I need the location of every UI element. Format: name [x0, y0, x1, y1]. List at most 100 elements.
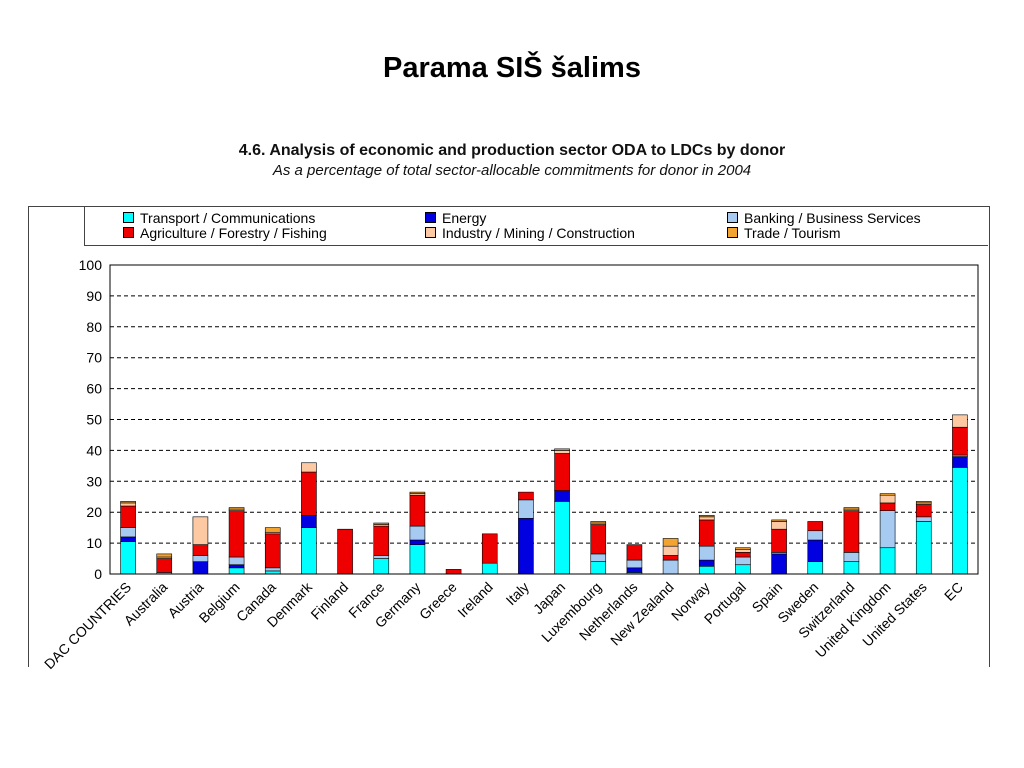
bar-segment [698, 565, 715, 575]
bar-segment [120, 527, 136, 538]
bar-segment [662, 559, 679, 575]
bar-segment [879, 493, 896, 496]
bar-segment [626, 559, 643, 569]
bar-segment [590, 561, 607, 575]
legend-item-energy: Energy [425, 211, 486, 226]
bar-segment [120, 501, 136, 504]
bar-segment [915, 516, 932, 522]
bar-segment [735, 564, 751, 575]
bar-segment [843, 507, 860, 510]
y-tick-label: 70 [86, 350, 102, 366]
y-tick-label: 40 [86, 442, 102, 458]
bar-segment [373, 522, 390, 525]
bar-segment [120, 536, 136, 542]
bar-segment [409, 544, 426, 575]
x-tick-label: EC [941, 579, 966, 604]
legend-label-transport: Transport / Communications [140, 210, 316, 226]
bar-segment [264, 567, 281, 572]
bar-segment [409, 525, 426, 541]
y-tick-label: 100 [79, 257, 103, 273]
legend-label-industry: Industry / Mining / Construction [442, 225, 635, 241]
bar-segment [156, 558, 173, 573]
bar-segment [735, 548, 751, 553]
bar-segment [554, 453, 570, 491]
bar-segment [554, 448, 570, 451]
bar-segment [590, 524, 607, 555]
legend-swatch-agriculture [123, 227, 134, 238]
y-tick-label: 50 [86, 412, 102, 428]
legend-item-trade: Trade / Tourism [727, 226, 840, 241]
chart-legend: Transport / Communications Agriculture /… [84, 206, 988, 246]
bar-segment [156, 553, 173, 558]
bar-segment [120, 541, 136, 575]
bar-segment [301, 527, 317, 575]
bar-segment [879, 547, 896, 575]
bar-segment [807, 539, 824, 562]
bar-segment [192, 555, 209, 562]
x-tick-label: Finland [307, 579, 351, 623]
bar-segment [952, 456, 968, 468]
legend-swatch-transport [123, 212, 134, 223]
legend-item-agriculture: Agriculture / Forestry / Fishing [123, 226, 327, 241]
bar-segment [264, 527, 281, 533]
legend-label-banking: Banking / Business Services [744, 210, 921, 226]
bar-segment [445, 569, 462, 575]
bar-segment [843, 510, 860, 553]
bar-segment [662, 555, 679, 561]
legend-item-transport: Transport / Communications [123, 211, 315, 226]
bar-segment [264, 533, 281, 569]
legend-label-agriculture: Agriculture / Forestry / Fishing [140, 225, 327, 241]
y-tick-label: 0 [94, 566, 102, 582]
bar-segment [192, 544, 209, 556]
bar-segment [662, 538, 679, 547]
x-tick-label: Italy [503, 579, 532, 608]
bar-segment [915, 521, 932, 575]
legend-swatch-industry [425, 227, 436, 238]
bar-segment [301, 462, 317, 473]
bar-segment [301, 471, 317, 516]
bar-segment [771, 528, 787, 553]
bar-segment [952, 467, 968, 575]
legend-swatch-energy [425, 212, 436, 223]
bar-segment [698, 516, 715, 521]
bar-segment [120, 502, 136, 507]
bar-segment [228, 510, 245, 558]
bar-segment [735, 552, 751, 558]
bar-segment [228, 507, 245, 510]
bar-segment [554, 450, 570, 454]
bar-segment [337, 528, 353, 575]
y-tick-label: 60 [86, 381, 102, 397]
bar-segment [662, 545, 679, 556]
bar-segment [120, 505, 136, 528]
bar-segment [807, 521, 824, 532]
bar-segment [915, 504, 932, 518]
bar-segment [771, 519, 787, 522]
legend-label-energy: Energy [442, 210, 487, 226]
bar-segment [807, 561, 824, 575]
bar-segment [698, 514, 715, 518]
bar-segment [409, 491, 426, 494]
bar-segment [301, 514, 317, 528]
x-tick-label: Greece [416, 579, 460, 623]
legend-swatch-trade [727, 227, 738, 238]
bar-segment [228, 556, 245, 566]
bar-segment [228, 564, 245, 569]
bar-segment [843, 552, 860, 562]
bar-segment [590, 521, 607, 524]
y-tick-label: 10 [86, 535, 102, 551]
bar-segment [879, 502, 896, 511]
bar-segment [373, 558, 390, 575]
legend-label-trade: Trade / Tourism [744, 225, 841, 241]
bar-segment [192, 561, 209, 575]
bar-segment [807, 530, 824, 541]
bar-segment [879, 510, 896, 549]
slide-title: Parama SIŠ šalims [383, 52, 641, 84]
chart-title: 4.6. Analysis of economic and production… [238, 142, 786, 159]
legend-item-industry: Industry / Mining / Construction [425, 226, 635, 241]
bar-segment [518, 499, 534, 519]
x-tick-label: DAC COUNTRIES [41, 579, 134, 672]
bar-segment [481, 562, 498, 575]
bar-segment [373, 525, 390, 556]
bar-segment [518, 518, 534, 575]
bar-segment [409, 494, 426, 527]
